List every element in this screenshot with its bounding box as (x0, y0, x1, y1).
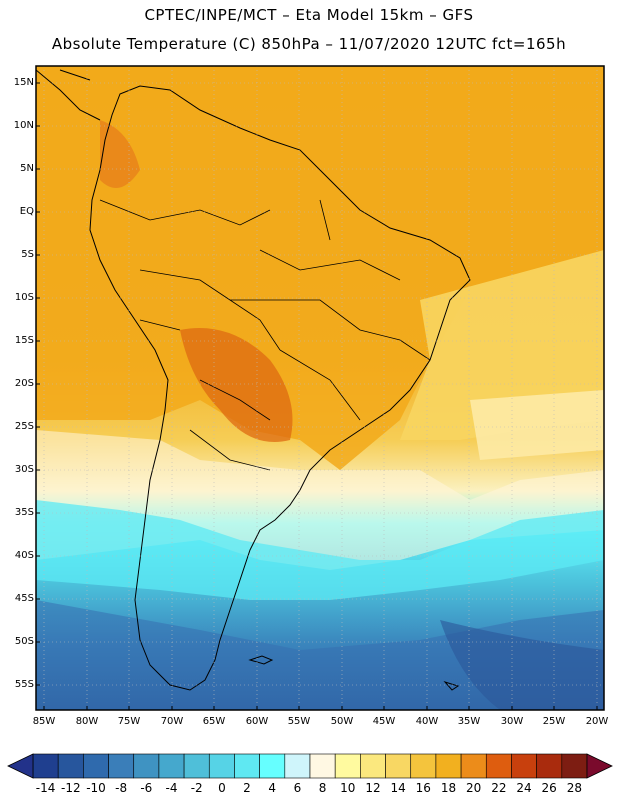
chart-title-model: CPTEC/INPE/MCT – Eta Model 15km – GFS (144, 6, 474, 24)
cold-band-corner (440, 620, 604, 710)
lat-label: 15N (13, 77, 34, 88)
lon-label: 85W (32, 716, 56, 727)
lat-label: 50S (14, 636, 34, 647)
colorbar-cell (410, 753, 437, 779)
warm-region-continent (36, 66, 604, 470)
colorbar-label: 26 (541, 781, 557, 795)
colorbar-label: 6 (293, 781, 302, 795)
lon-label: 20W (585, 716, 609, 727)
country-borders (99, 199, 431, 471)
colorbar-label: -2 (190, 781, 203, 795)
atlantic-pale-band (470, 390, 604, 460)
colorbar-label: 0 (218, 781, 226, 795)
colorbar-cell (158, 753, 185, 779)
colorbar-label: -8 (115, 781, 128, 795)
lon-label: 75W (117, 716, 141, 727)
colorbar-cell (385, 753, 412, 779)
colorbar-under-arrow (7, 753, 34, 779)
lat-label: 10N (13, 120, 34, 131)
lat-label: 35S (14, 507, 34, 518)
colorbar-cell (460, 753, 487, 779)
lat-label: 15S (14, 335, 34, 346)
colorbar-label: 8 (318, 781, 327, 795)
hot-core-chaco (180, 328, 293, 442)
colorbar-label: 28 (566, 781, 583, 795)
lat-label: 30S (14, 464, 34, 475)
colorbar-cell (284, 753, 311, 779)
cold-band-deep (36, 600, 604, 710)
colorbar-cell (83, 753, 109, 779)
lon-label: 60W (245, 716, 269, 727)
lat-label: 40S (14, 550, 34, 561)
lat-label: 10S (14, 292, 34, 303)
colorbar-label: 22 (491, 781, 507, 795)
colorbar-cell (360, 753, 386, 779)
hot-core-colombia (100, 120, 140, 188)
colorbar-cell (32, 753, 59, 779)
colorbar-label: 4 (268, 781, 276, 795)
lat-label: 5N (20, 163, 34, 174)
map-frame (35, 65, 605, 711)
lon-label: 35W (457, 716, 481, 727)
colorbar-cell (183, 753, 210, 779)
colorbar-cell (485, 753, 512, 779)
lon-label: 25W (542, 716, 566, 727)
lon-label: 45W (372, 716, 396, 727)
central-america-outline (36, 69, 101, 121)
lat-label: 25S (14, 421, 34, 432)
colorbar-label: 18 (440, 781, 457, 795)
lon-label: 30W (500, 716, 524, 727)
colorbar-label: 20 (466, 781, 482, 795)
colorbar-cell (536, 753, 563, 779)
colorbar-cell (561, 753, 588, 779)
colorbar-label: 14 (390, 781, 406, 795)
lat-label: 20S (14, 378, 34, 389)
colorbar-cell (334, 753, 361, 779)
colorbar-label: -6 (140, 781, 153, 795)
colorbar-cell (108, 753, 135, 779)
colorbar-label: -14 (35, 781, 56, 795)
lon-label: 80W (75, 716, 99, 727)
tick-marks (36, 82, 598, 710)
colorbar-cell (133, 753, 160, 779)
south-georgia (443, 681, 460, 691)
chart-title-variable: Absolute Temperature (C) 850hPa – 11/07/… (51, 35, 567, 53)
colorbar-label: 2 (243, 781, 251, 795)
colorbar-cell (511, 753, 537, 779)
lon-label: 40W (415, 716, 439, 727)
colorbar-label: 24 (516, 781, 532, 795)
lat-label: 5S (21, 249, 34, 260)
colorbar-cells (32, 753, 588, 779)
colorbar-over-arrow (586, 753, 613, 779)
falkland-islands (248, 655, 274, 665)
lat-label: 55S (14, 679, 34, 690)
colorbar-label: -4 (165, 781, 178, 795)
lon-label: 55W (287, 716, 311, 727)
colorbar-cell (57, 753, 84, 779)
colorbar-label: -10 (86, 781, 106, 795)
colorbar-label: -12 (60, 781, 81, 795)
cyan-band (36, 500, 604, 600)
colorbar-cell (208, 753, 235, 779)
lat-label: EQ (19, 206, 34, 217)
colorbar-label: 12 (365, 781, 381, 795)
colorbar-label: 10 (340, 781, 356, 795)
atlantic-yellow-band (400, 250, 604, 440)
colorbar-cell (234, 753, 260, 779)
colorbar-cell (309, 753, 336, 779)
south-america-outline (89, 85, 471, 691)
colorbar-label: 16 (415, 781, 431, 795)
lat-label: 45S (14, 593, 34, 604)
lon-label: 65W (202, 716, 226, 727)
lon-label: 70W (160, 716, 184, 727)
graticule (36, 66, 604, 710)
lon-label: 50W (330, 716, 354, 727)
colorbar-cell (435, 753, 462, 779)
colorbar-cell (259, 753, 286, 779)
